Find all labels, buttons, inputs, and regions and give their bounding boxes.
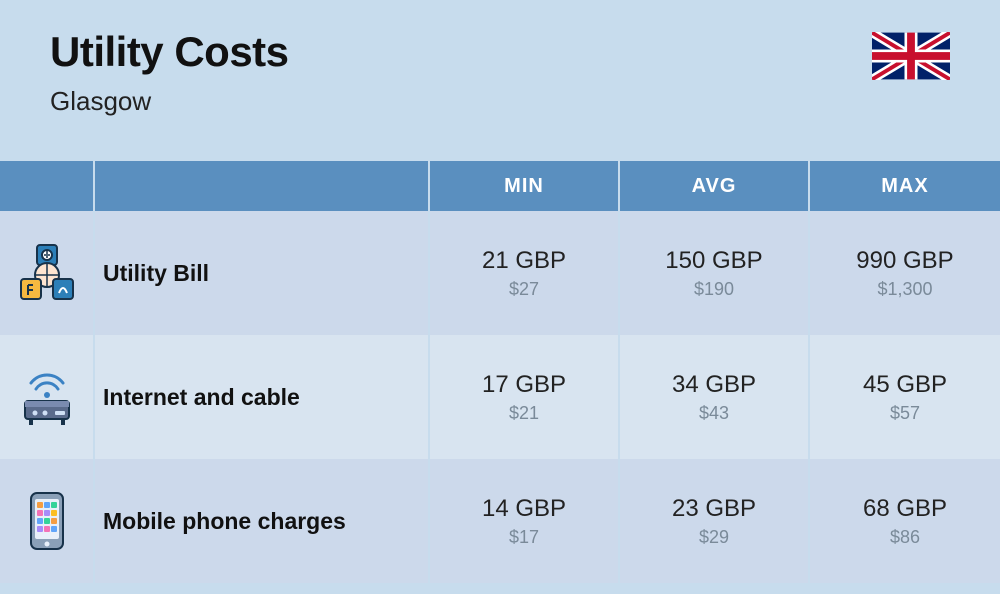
cell-max: 68 GBP $86 (810, 459, 1000, 583)
secondary-value: $21 (509, 403, 539, 424)
secondary-value: $57 (890, 403, 920, 424)
row-label: Utility Bill (95, 211, 430, 335)
primary-value: 68 GBP (863, 495, 947, 523)
page-title: Utility Costs (50, 28, 289, 76)
primary-value: 14 GBP (482, 495, 566, 523)
primary-value: 34 GBP (672, 371, 756, 399)
secondary-value: $17 (509, 527, 539, 548)
secondary-value: $190 (694, 279, 734, 300)
primary-value: 150 GBP (665, 247, 762, 275)
cell-avg: 150 GBP $190 (620, 211, 810, 335)
secondary-value: $1,300 (877, 279, 932, 300)
table-row: Internet and cable 17 GBP $21 34 GBP $43… (0, 335, 1000, 459)
header: Utility Costs Glasgow (0, 0, 1000, 137)
cell-min: 21 GBP $27 (430, 211, 620, 335)
cell-avg: 23 GBP $29 (620, 459, 810, 583)
cell-max: 45 GBP $57 (810, 335, 1000, 459)
primary-value: 45 GBP (863, 371, 947, 399)
row-icon-cell (0, 335, 95, 459)
cell-max: 990 GBP $1,300 (810, 211, 1000, 335)
row-label: Internet and cable (95, 335, 430, 459)
utility-bill-icon (15, 241, 79, 305)
table-header: MIN AVG MAX (0, 161, 1000, 211)
phone-icon (15, 489, 79, 553)
table-row: Utility Bill 21 GBP $27 150 GBP $190 990… (0, 211, 1000, 335)
th-blank-label (95, 161, 430, 211)
cell-min: 14 GBP $17 (430, 459, 620, 583)
th-avg: AVG (620, 161, 810, 211)
table-row: Mobile phone charges 14 GBP $17 23 GBP $… (0, 459, 1000, 583)
cell-avg: 34 GBP $43 (620, 335, 810, 459)
th-min: MIN (430, 161, 620, 211)
cost-table: MIN AVG MAX Utility Bill 21 GBP $27 150 (0, 161, 1000, 583)
primary-value: 990 GBP (856, 247, 953, 275)
primary-value: 23 GBP (672, 495, 756, 523)
cell-min: 17 GBP $21 (430, 335, 620, 459)
secondary-value: $86 (890, 527, 920, 548)
secondary-value: $27 (509, 279, 539, 300)
uk-flag-icon (872, 32, 950, 80)
router-icon (15, 365, 79, 429)
secondary-value: $29 (699, 527, 729, 548)
row-icon-cell (0, 459, 95, 583)
secondary-value: $43 (699, 403, 729, 424)
row-label: Mobile phone charges (95, 459, 430, 583)
page-subtitle: Glasgow (50, 86, 289, 117)
row-icon-cell (0, 211, 95, 335)
th-blank-icon (0, 161, 95, 211)
primary-value: 21 GBP (482, 247, 566, 275)
title-block: Utility Costs Glasgow (50, 28, 289, 117)
th-max: MAX (810, 161, 1000, 211)
primary-value: 17 GBP (482, 371, 566, 399)
